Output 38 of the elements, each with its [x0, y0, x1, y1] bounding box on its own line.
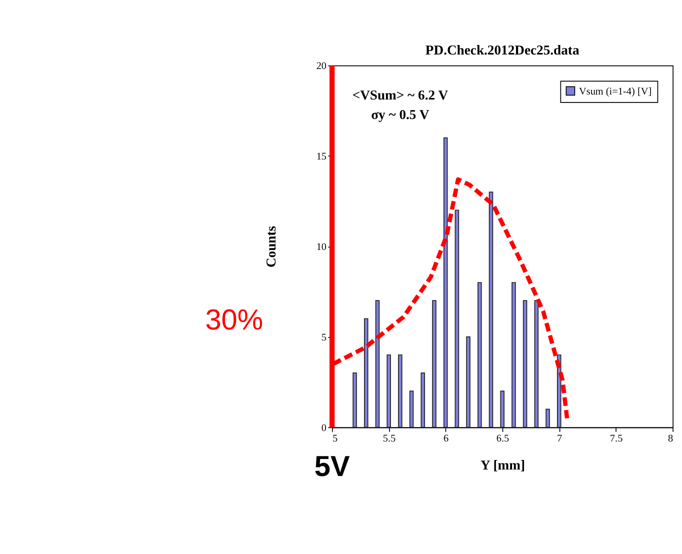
x-tick-label: 5	[332, 433, 338, 444]
bar	[478, 282, 482, 428]
x-tick-label: 5.5	[382, 433, 396, 444]
chart-title: PD.Check.2012Dec25.data	[425, 42, 580, 58]
x-tick-label: 7	[556, 433, 562, 444]
ref-line-label: 5V	[314, 450, 350, 483]
text: 30%	[205, 304, 264, 336]
bar	[409, 390, 414, 428]
bar	[375, 300, 380, 428]
bar	[466, 336, 470, 428]
bar	[454, 210, 460, 428]
bar	[500, 390, 504, 428]
bar	[398, 354, 402, 428]
y-tick-label: 15	[316, 152, 327, 163]
x-axis-title: Y [mm]	[480, 457, 526, 472]
legend-label: Vsum (i=1-4) [V]	[578, 86, 652, 98]
annotation: <VSum> ~ 6.2 V	[352, 87, 448, 102]
bar	[546, 408, 550, 428]
x-tick-label: 7.5	[610, 433, 623, 444]
bar	[522, 300, 528, 428]
bar	[420, 372, 426, 428]
bar	[534, 300, 539, 428]
bar	[364, 318, 368, 428]
x-tick-label: 6	[443, 433, 449, 444]
bar	[512, 282, 516, 428]
annotation: σy ~ 0.5 V	[371, 107, 430, 122]
bar	[488, 192, 494, 428]
y-axis-title: Counts	[263, 226, 278, 268]
y-tick-label: 20	[316, 61, 327, 72]
bar	[443, 137, 448, 428]
y-tick-label: 0	[321, 423, 327, 434]
y-tick-label: 5	[321, 332, 327, 344]
bar	[386, 354, 391, 428]
y-tick-label: 10	[316, 242, 327, 254]
bar	[432, 300, 436, 428]
x-tick-label: 6.5	[496, 433, 510, 444]
bar	[352, 372, 357, 428]
x-tick-label: 8	[668, 433, 674, 444]
